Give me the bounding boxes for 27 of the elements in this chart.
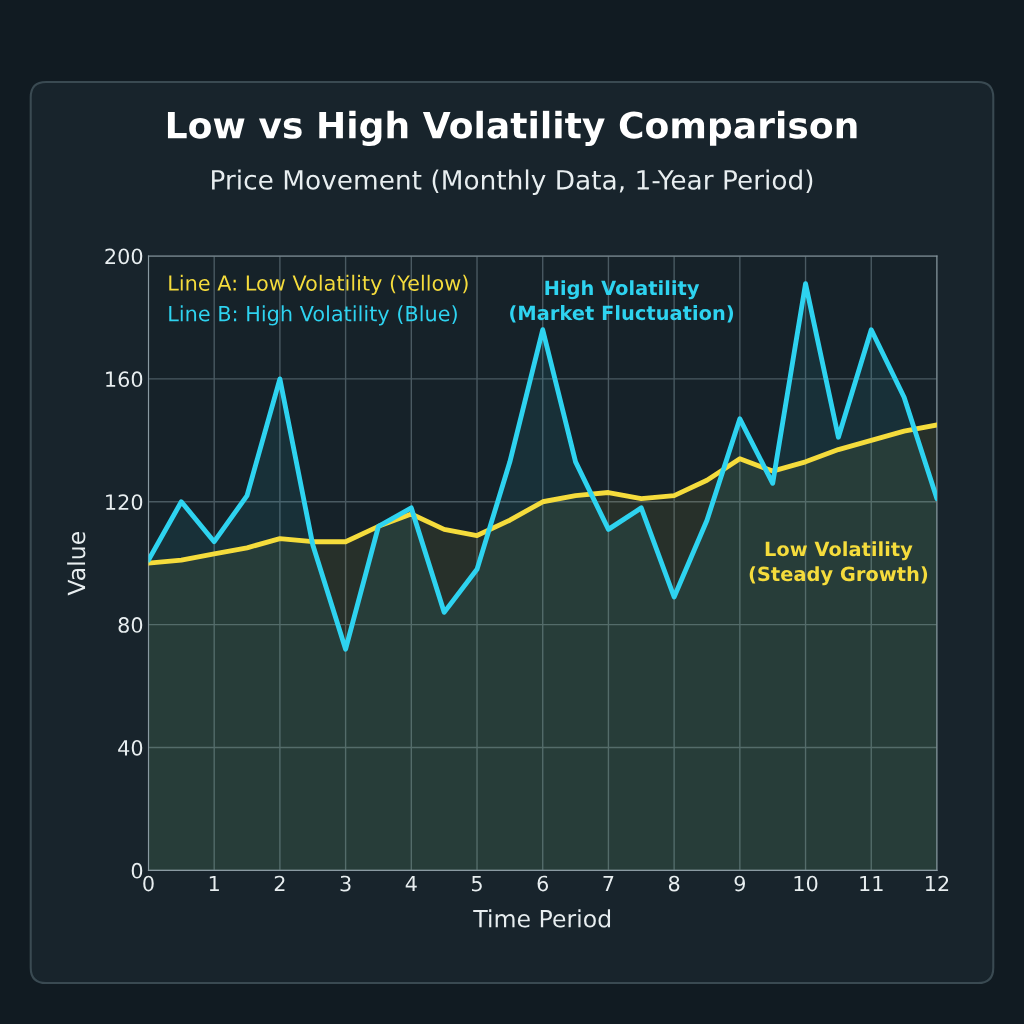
chart-title: Low vs High Volatility Comparison — [167, 110, 857, 147]
x-tick-label: 3 — [340, 875, 351, 892]
x-tick-label: 2 — [274, 875, 285, 892]
annotation: Low Volatility (Steady Growth) — [749, 541, 928, 586]
x-tick-label: 6 — [537, 875, 549, 892]
text: Line A: Low Volatility (Yellow) — [169, 274, 468, 295]
x-tick-label: 5 — [471, 875, 482, 892]
x-tick-label: 1 — [209, 875, 219, 892]
x-tick-label: 11 — [860, 875, 883, 892]
chart-subtitle: Price Movement (Monthly Data, 1-Year Period) — [212, 169, 813, 195]
x-tick-label: 7 — [603, 875, 614, 892]
y-tick-label: 40 — [118, 739, 143, 756]
y-axis-title: Value — [67, 532, 86, 596]
y-tick-label: 120 — [106, 494, 143, 510]
y-tick-label: 160 — [106, 371, 143, 388]
annotation: High Volatility (Market Fluctuation) — [510, 280, 734, 323]
y-tick-label: 80 — [118, 617, 143, 633]
x-tick-label: 12 — [925, 875, 949, 892]
y-tick-label: 200 — [105, 248, 143, 265]
y-tick-label: 0 — [131, 862, 143, 879]
x-tick-label: 0 — [143, 875, 154, 892]
x-tick-label: 4 — [405, 875, 417, 892]
text: Line B: High Volatility (Blue) — [169, 305, 457, 326]
x-tick-label: 10 — [794, 875, 818, 892]
x-axis-title: Time Period — [473, 909, 611, 928]
x-tick-label: 8 — [668, 875, 680, 892]
x-tick-label: 9 — [734, 875, 745, 892]
